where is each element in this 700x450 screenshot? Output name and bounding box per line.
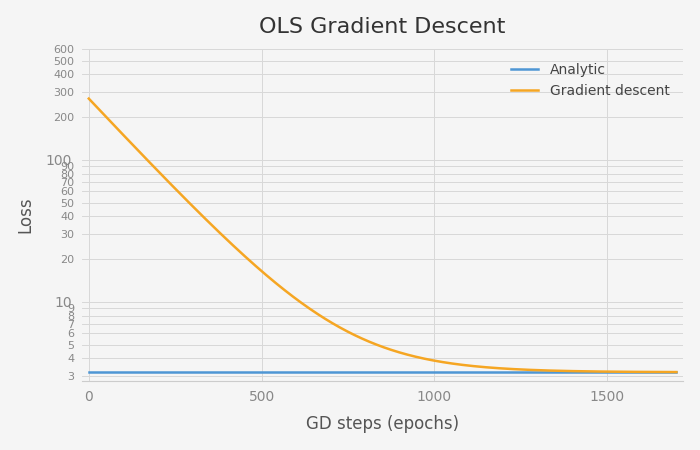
Gradient descent [426,357,434,363]
Y-axis label: Loss: Loss [17,197,35,233]
Analytic [441,369,449,375]
Analytic [426,369,434,375]
Analytic [531,369,539,375]
Gradient descent [672,369,680,375]
X-axis label: GD steps (epochs): GD steps (epochs) [306,415,459,433]
Gradient descent [531,367,539,373]
Gradient descent [591,369,599,374]
Gradient descent [85,96,93,101]
Analytic [459,369,468,375]
Gradient descent [459,362,468,368]
Gradient descent [441,360,449,365]
Analytic [120,369,129,375]
Legend: Analytic, Gradient descent: Analytic, Gradient descent [504,56,676,105]
Analytic [591,369,599,375]
Analytic [85,369,93,375]
Gradient descent [120,134,129,139]
Line: Gradient descent: Gradient descent [89,99,676,372]
Analytic [672,369,680,375]
Title: OLS Gradient Descent: OLS Gradient Descent [260,17,506,36]
